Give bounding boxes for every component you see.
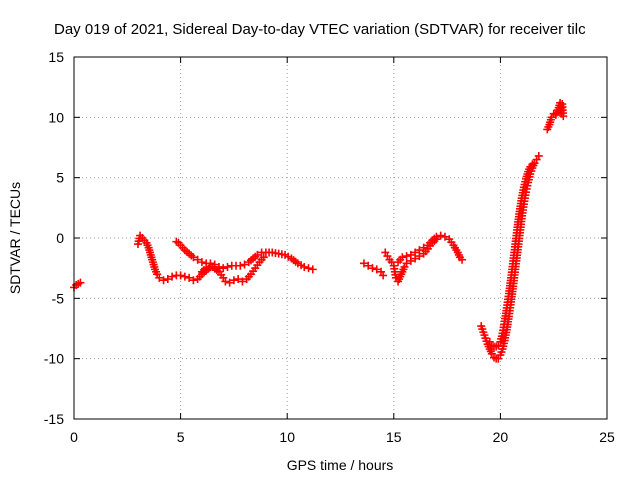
y-tick-label: 0 [56,230,64,246]
data-point-marker [259,253,268,262]
x-tick-label: 0 [70,429,78,445]
data-point-marker [253,250,262,259]
data-point-marker [163,275,172,284]
data-point-marker [300,262,309,271]
data-point-marker [432,232,441,241]
data-point-marker [534,151,543,160]
data-point-marker [406,250,415,259]
grid-lines [74,57,607,419]
data-point-marker [559,112,568,121]
data-point-marker [168,272,177,281]
y-tick-label: -15 [44,411,64,427]
data-point-marker [155,273,164,282]
data-point-marker [411,248,420,257]
data-point-marker [368,264,377,273]
data-point-marker [398,253,407,262]
data-point-marker [240,260,249,269]
data-point-marker [197,258,206,267]
data-point-marker [419,243,428,252]
x-tick-label: 10 [279,429,295,445]
x-tick-label: 20 [493,429,509,445]
data-point-marker [440,232,449,241]
data-point-marker [219,264,228,273]
tick-labels: 0 5 10 15 20 25 -15 -10 -5 0 5 10 15 [44,49,615,445]
data-point-marker [238,277,247,286]
axis-ticks [73,56,608,420]
data-point-marker [458,255,467,264]
x-tick-label: 5 [177,429,185,445]
data-points [70,98,568,363]
data-point-marker [436,231,445,240]
plot-frame [73,56,608,420]
data-point-marker [528,160,537,169]
data-point-marker [223,262,232,271]
x-tick-label: 25 [599,429,615,445]
data-point-marker [379,271,388,280]
x-axis-title: GPS time / hours [287,457,394,473]
x-tick-label: 15 [386,429,402,445]
data-point-marker [304,264,313,273]
data-point-marker [225,278,234,287]
y-tick-label: 5 [56,170,64,186]
data-point-marker [185,273,194,282]
data-point-marker [193,255,202,264]
data-point-marker [236,261,245,270]
y-tick-label: -10 [44,351,64,367]
data-point-marker [189,276,198,285]
data-point-marker [159,276,168,285]
data-point-marker [359,259,368,268]
data-point-marker [402,259,411,268]
y-tick-label: 10 [48,109,64,125]
data-point-marker [234,275,243,284]
y-axis-title: SDTVAR / TECUs [7,182,23,294]
data-point-marker [189,253,198,262]
data-point-marker [180,272,189,281]
chart-title: Day 019 of 2021, Sidereal Day-to-day VTE… [54,21,586,38]
y-tick-label: 15 [48,49,64,65]
data-point-marker [229,276,238,285]
data-point-marker [76,278,85,287]
data-point-marker [176,271,185,280]
data-point-marker [402,252,411,261]
data-point-marker [415,246,424,255]
data-point-marker [364,261,373,270]
data-point-marker [308,265,317,274]
y-tick-label: -5 [52,290,65,306]
data-point-marker [372,265,381,274]
data-point-marker [221,277,230,286]
